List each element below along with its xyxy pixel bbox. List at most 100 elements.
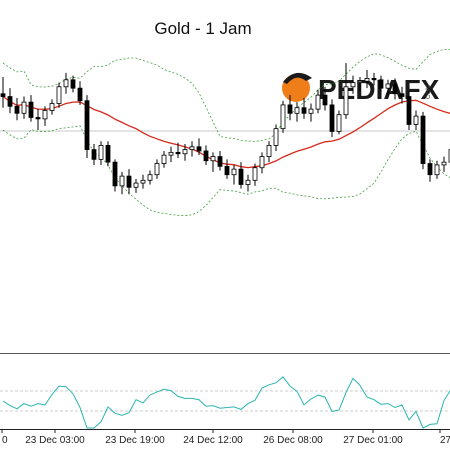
candle-body [224,165,230,176]
candle-body [126,175,132,188]
logo-swoosh-icon [283,72,312,84]
candle [217,150,223,171]
bollinger-middle-band [2,95,450,169]
candle-body [287,104,293,114]
oscillator-line [2,376,450,429]
candle-body [0,93,6,97]
candle-body [28,101,34,118]
candle-body [406,96,412,125]
candle [259,152,265,174]
candle [266,141,272,163]
candle-body [420,115,426,164]
candle [14,97,20,121]
candle [245,174,251,192]
candle [210,152,216,172]
candle [224,159,230,179]
candle [406,90,412,131]
candle [357,77,363,91]
x-tick-label: 27 Dec 01:00 [343,435,403,446]
candle [343,63,349,119]
candle [126,169,132,195]
candle-body [63,79,69,88]
candle [280,100,286,133]
candle [49,99,55,115]
candle-body [182,149,188,155]
candle-body [322,94,328,106]
candle [189,141,195,157]
candle-body [273,128,279,146]
candle-body [259,156,265,169]
candle-body [350,82,356,88]
candle [168,146,174,163]
x-tick-label: 26 Dec 08:00 [263,435,323,446]
x-tick-label: 23 Dec 19:00 [105,435,165,446]
candle [119,171,125,195]
candle-body [35,117,41,120]
candle-body [7,96,13,107]
candle [147,170,153,185]
candle [434,160,440,179]
candle-body [427,163,433,176]
candle-body [203,150,209,162]
candle [350,75,356,94]
candle-body [336,114,342,132]
candlesticks [0,63,450,195]
candle-body [308,108,314,114]
candle [35,109,41,131]
candle [28,95,34,122]
candle [56,82,62,108]
candle-body [91,149,97,160]
candle-body [280,104,286,130]
pediafx-logo: PEDIAFX COM [282,72,440,105]
candle-body [21,101,27,114]
candle-body [14,105,20,114]
candle-body [210,156,216,162]
chart-title: Gold - 1 Jam [154,19,251,38]
candle [7,88,13,114]
candle-body [175,151,181,155]
candle-body [189,146,195,150]
candle [329,99,335,138]
candle-body [364,77,370,82]
candle [182,144,188,161]
candle-body [294,107,300,114]
x-axis: 0 23 Dec 03:00 23 Dec 19:00 24 Dec 12:00 26 … [1,429,450,446]
candle-body [98,144,104,160]
candle-body [77,87,83,102]
candle-body [42,110,48,120]
candle-body [385,83,391,89]
candle-body [343,86,349,116]
candle-body [371,77,377,81]
candle [287,95,293,121]
candle [98,141,104,165]
candle [231,164,237,185]
candle [392,78,398,100]
candle [140,174,146,189]
candle [77,81,83,105]
candle [385,79,391,96]
candle-body [252,167,258,181]
candle-body [196,146,202,152]
candle-body [161,154,167,164]
candle [112,159,118,192]
candle [21,96,27,119]
candle-body [399,93,405,97]
candle-body [49,103,55,111]
candle [273,124,279,151]
watermark-text: PEDIAFX [318,74,440,105]
candle-body [245,179,251,185]
oscillator-pane [0,376,450,429]
candle [203,145,209,165]
watermark-com: COM [426,85,432,99]
candle [196,138,202,156]
candle-body [84,100,90,150]
candle [308,103,314,122]
x-tick-label: 24 Dec 12:00 [183,435,243,446]
candle-body [357,80,363,83]
candle [70,75,76,93]
candle-body [301,107,307,114]
bollinger-lower-band [2,125,450,217]
candle-body [133,182,139,188]
candle-body [329,104,335,132]
